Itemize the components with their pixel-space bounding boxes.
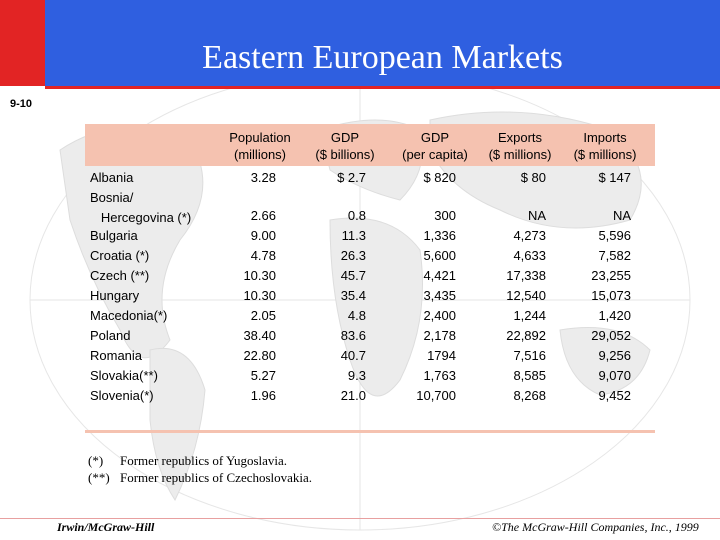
table-cell: 8,585 bbox=[513, 368, 546, 383]
table-cell: 2.05 bbox=[250, 308, 276, 323]
table-cell: 15,073 bbox=[591, 288, 631, 303]
row-label: Slovakia(**) bbox=[90, 368, 158, 383]
publisher-label: Irwin/McGraw-Hill bbox=[57, 520, 155, 534]
column-header-exports: Exports ($ millions) bbox=[488, 130, 552, 162]
table-cell: 10.30 bbox=[243, 288, 276, 303]
table-cell: 29,052 bbox=[591, 328, 631, 343]
table-header-band bbox=[85, 124, 655, 166]
table-cell: 1794 bbox=[427, 348, 456, 363]
table-cell: 300 bbox=[434, 208, 456, 223]
table-cell: 12,540 bbox=[506, 288, 546, 303]
copyright-notice: ©The McGraw-Hill Companies, Inc., 1999 bbox=[492, 520, 699, 534]
blue-header-band bbox=[45, 0, 720, 86]
table-cell: $ 80 bbox=[520, 170, 546, 185]
table-cell: 2.66 bbox=[250, 208, 276, 223]
table-cell: 23,255 bbox=[591, 268, 631, 283]
table-cell: 45.7 bbox=[340, 268, 366, 283]
footnote-yugoslavia: (*) Former republics of Yugoslavia. bbox=[88, 453, 288, 468]
column-header-gdp: GDP ($ billions) bbox=[315, 130, 375, 162]
table-cell: 83.6 bbox=[340, 328, 366, 343]
table-cell: 10.30 bbox=[243, 268, 276, 283]
footnote-czechoslovakia: (**) Former republics of Czechoslovakia. bbox=[88, 470, 313, 485]
table-cell: NA bbox=[527, 208, 546, 223]
table-cell: 3,435 bbox=[423, 288, 456, 303]
table-cell: 1,763 bbox=[423, 368, 456, 383]
slide-title: Eastern European Markets bbox=[202, 39, 563, 76]
table-cell: 1,336 bbox=[423, 228, 456, 243]
table-cell: 17,338 bbox=[506, 268, 546, 283]
row-label: Poland bbox=[90, 328, 131, 343]
table-bottom-rule bbox=[85, 430, 655, 433]
row-label: Bosnia/ Hercegovina (*) bbox=[90, 190, 192, 225]
title-bar bbox=[0, 0, 720, 89]
row-label: Croatia (*) bbox=[90, 248, 150, 263]
column-header-population: Population (millions) bbox=[229, 130, 291, 162]
red-rule bbox=[45, 86, 720, 89]
table-cell: 10,700 bbox=[416, 388, 456, 403]
table-cell: 9,256 bbox=[598, 348, 631, 363]
table-cell: 0.8 bbox=[347, 208, 366, 223]
table-cell: 5.27 bbox=[250, 368, 276, 383]
row-label: Albania bbox=[90, 170, 134, 185]
table-cell: 9.3 bbox=[347, 368, 366, 383]
row-label: Bulgaria bbox=[90, 228, 138, 243]
table-cell: 38.40 bbox=[243, 328, 276, 343]
slide-number: 9-10 bbox=[10, 98, 33, 110]
table-cell: $ 147 bbox=[598, 170, 631, 185]
table-cell: 2,178 bbox=[423, 328, 456, 343]
table-cell: NA bbox=[612, 208, 631, 223]
row-label: Macedonia(*) bbox=[90, 308, 168, 323]
column-header-gdp-per-capita: GDP (per capita) bbox=[402, 130, 468, 162]
table-cell: 35.4 bbox=[340, 288, 366, 303]
table-cell: 7,582 bbox=[598, 248, 631, 263]
table-cell: 5,596 bbox=[598, 228, 631, 243]
table-cell: 2,400 bbox=[423, 308, 456, 323]
table-cell: 21.0 bbox=[340, 388, 366, 403]
table-cell: 5,600 bbox=[423, 248, 456, 263]
table-cell: 9,452 bbox=[598, 388, 631, 403]
table-cell: 4.8 bbox=[347, 308, 366, 323]
table-cell: 11.3 bbox=[341, 228, 366, 243]
row-label: Slovenia(*) bbox=[90, 388, 154, 403]
table-cell: 22.80 bbox=[243, 348, 276, 363]
table-cell: 22,892 bbox=[506, 328, 546, 343]
row-label: Czech (**) bbox=[90, 268, 150, 283]
table-cell: 7,516 bbox=[513, 348, 546, 363]
table-cell: 9,070 bbox=[598, 368, 631, 383]
red-accent-bar bbox=[0, 0, 45, 86]
table-cell: 4,273 bbox=[513, 228, 546, 243]
table-cell: 26.3 bbox=[340, 248, 366, 263]
table-cell: 9.00 bbox=[250, 228, 276, 243]
table-cell: 4.78 bbox=[250, 248, 276, 263]
table-cell: 4,421 bbox=[423, 268, 456, 283]
table-cell: 40.7 bbox=[340, 348, 366, 363]
footer-rule bbox=[0, 518, 720, 519]
table-cell: 3.28 bbox=[250, 170, 276, 185]
table-cell: $ 2.7 bbox=[337, 170, 366, 185]
table-cell: 1,244 bbox=[513, 308, 546, 323]
table-cell: 1.96 bbox=[250, 388, 276, 403]
row-label: Romania bbox=[90, 348, 143, 363]
column-header-imports: Imports ($ millions) bbox=[573, 130, 637, 162]
table-cell: $ 820 bbox=[423, 170, 456, 185]
row-label: Hungary bbox=[90, 288, 140, 303]
table-cell: 1,420 bbox=[598, 308, 631, 323]
table-cell: 4,633 bbox=[513, 248, 546, 263]
table-cell: 8,268 bbox=[513, 388, 546, 403]
